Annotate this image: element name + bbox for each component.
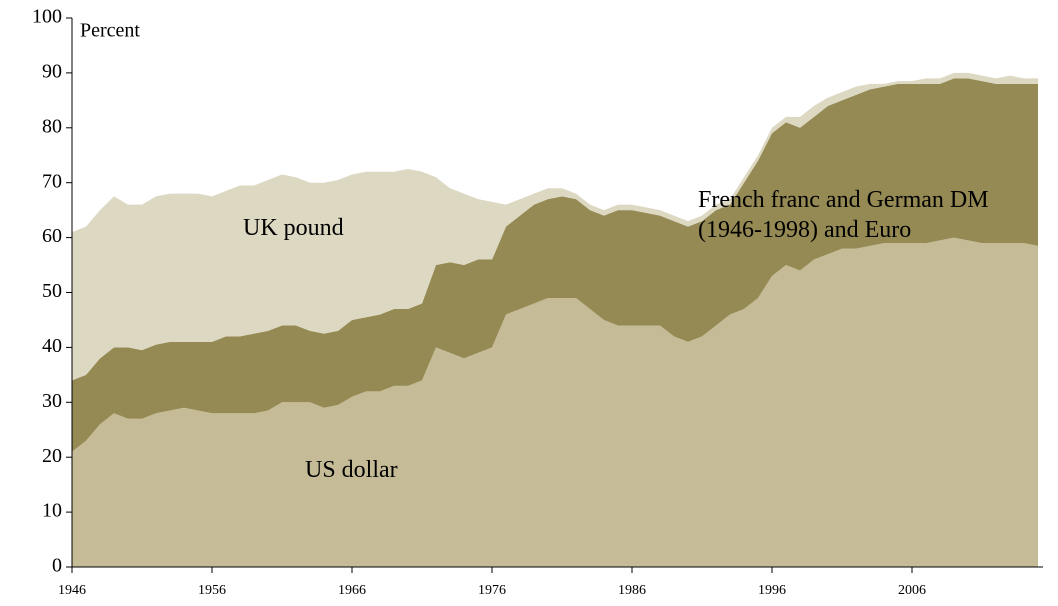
y-tick-label: 100	[32, 6, 62, 28]
y-tick-label: 80	[42, 115, 62, 137]
x-tick-label: 2006	[898, 583, 926, 598]
x-tick-label: 1986	[618, 583, 646, 598]
y-tick-label: 70	[42, 170, 62, 192]
series-label: US dollar	[305, 457, 398, 483]
series-label: UK pound	[243, 215, 344, 241]
areas	[72, 72, 1038, 567]
area	[72, 78, 1038, 452]
area	[72, 237, 1038, 567]
y-tick-label: 40	[42, 335, 62, 357]
y-tick-label: 20	[42, 445, 62, 467]
y-tick-label: 90	[42, 60, 62, 82]
y-tick-label: 30	[42, 390, 62, 412]
x-tick-label: 1976	[478, 583, 506, 598]
area	[72, 72, 1038, 381]
x-tick-label: 1956	[198, 583, 226, 598]
x-tick-label: 1966	[338, 583, 366, 598]
y-tick-label: 0	[52, 555, 62, 577]
series-label: French franc and German DM (1946-1998) a…	[698, 187, 989, 243]
y-axis-label: Percent	[80, 20, 140, 42]
y-tick-label: 60	[42, 225, 62, 247]
x-tick-label: 1996	[758, 583, 786, 598]
x-tick-label: 1946	[58, 583, 86, 598]
y-tick-label: 10	[42, 500, 62, 522]
y-tick-label: 50	[42, 280, 62, 302]
